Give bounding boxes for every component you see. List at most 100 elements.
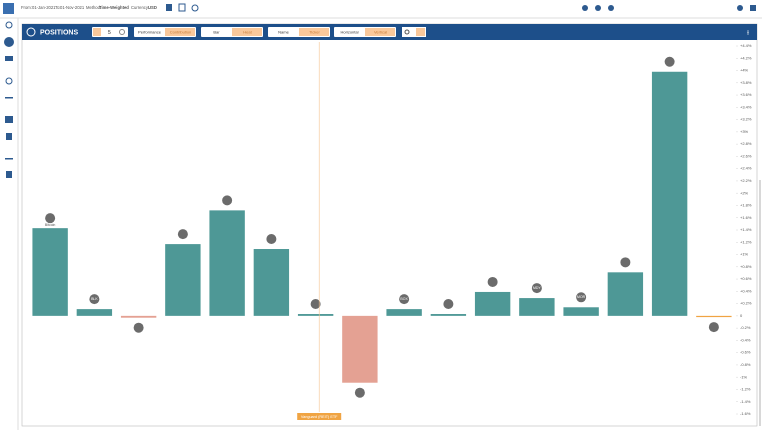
y-tick-label: +1.6% [740,215,752,220]
y-tick-label: +2.6% [740,153,752,158]
zoom-control[interactable] [402,27,426,37]
toggle-active[interactable] [232,28,262,36]
count: 5 [108,30,111,36]
position-logo[interactable] [133,322,144,333]
menu-dot[interactable] [747,33,749,35]
y-tick-label: +1.2% [740,239,752,244]
menu-dot[interactable] [747,31,749,34]
nav-icon[interactable] [6,133,12,140]
toggle-option[interactable]: Bar [213,30,220,35]
zoom-out[interactable] [416,28,425,36]
panel [21,23,758,427]
nav-icon[interactable] [5,21,13,29]
to: 01-Nov-2021 [60,5,85,10]
nav-icon[interactable] [5,158,13,160]
nav-icon[interactable] [5,56,13,61]
y-tick-label: +3.2% [740,117,752,122]
zoom-in[interactable] [404,29,410,35]
top-bar [0,0,762,18]
y-tick-label: +2.8% [740,141,752,146]
bar[interactable] [253,249,290,316]
toggle-option-active[interactable]: Ticker [309,30,320,35]
bar[interactable] [430,314,467,316]
category-label: BLK [91,297,98,301]
toggle-active[interactable] [365,28,395,36]
position-logo[interactable] [89,294,100,305]
y-tick-label: +3% [740,129,749,134]
menu-dot[interactable] [747,30,749,32]
position-logo[interactable] [664,56,675,67]
toggle-active[interactable] [165,28,195,36]
position-logo[interactable] [708,322,719,333]
position-logo[interactable] [620,257,631,268]
category-label: Bitcoin [45,223,56,227]
position-logo[interactable] [443,299,454,310]
logout-button[interactable] [750,5,756,11]
toggle-option-active[interactable]: Vertical [374,30,387,35]
category-label: MOR [577,295,586,299]
toggle-option[interactable]: Performance [138,30,162,35]
position-logo[interactable] [576,292,587,303]
y-tick-label: -0.4% [740,337,751,342]
icon-button[interactable] [595,5,601,11]
bar[interactable] [209,210,245,316]
position-logo[interactable] [487,276,498,287]
icon-button[interactable] [191,4,199,12]
icon-button[interactable] [178,3,186,12]
toggle-option-active[interactable]: Heat [243,30,252,35]
category-label: BOX [400,297,408,301]
nav-icon-active[interactable] [4,37,14,47]
position-logo[interactable] [531,283,542,294]
chart: +4.4% +4.2% +4% +3.8% +3.6% +3.4% +3.2% +3% +2.8… [32,42,752,420]
position-logo[interactable] [399,294,410,305]
bar[interactable] [519,298,555,316]
y-tick-label: +1% [740,252,749,257]
toggle-active[interactable] [299,28,329,36]
bar[interactable] [342,315,378,383]
nav-icon[interactable] [5,116,13,123]
category-label: MDY [533,286,541,290]
panel-title: POSITIONS [40,29,78,36]
bar[interactable] [474,291,511,316]
position-logo[interactable] [222,195,233,206]
icon-button[interactable] [166,4,172,11]
position-logo[interactable] [45,213,56,224]
position-logo[interactable] [310,299,321,310]
nav-icon[interactable] [5,77,13,85]
nav-icon[interactable] [6,171,12,178]
y-tick-label: +2% [740,190,749,195]
position-logo[interactable] [266,234,277,245]
bar[interactable] [165,244,201,316]
y-tick-label: +0.6% [740,276,752,281]
y-tick-label: -0.8% [740,362,751,367]
bar[interactable] [696,315,732,318]
crosshair-label: Vanguard (REIT) ETF [301,415,338,419]
icon-button[interactable] [582,5,588,11]
bar[interactable] [32,228,68,316]
user-button[interactable] [737,5,743,11]
y-tick-label: -0.6% [740,350,751,355]
bar[interactable] [563,307,599,316]
y-tick-label: -0.2% [740,325,751,330]
y-tick-label: +4% [740,68,749,73]
currency-label: Currency: [131,5,149,10]
bar[interactable] [76,309,113,316]
y-tick-label: -1.6% [740,411,751,416]
bar[interactable] [651,71,688,316]
bar[interactable] [120,315,157,318]
toggle-option[interactable]: Horizontal [340,30,358,35]
toggle-option-active[interactable]: Contribution [170,30,192,35]
decrement[interactable] [93,28,101,36]
icon-button[interactable] [608,5,614,11]
position-logo[interactable] [354,387,365,398]
toggle-option[interactable]: Name [278,30,289,35]
y-tick-label: +2.2% [740,178,752,183]
bar[interactable] [607,272,644,316]
bar[interactable] [297,314,334,316]
bar[interactable] [386,309,422,316]
y-tick-label: +3.6% [740,92,752,97]
nav-icon[interactable] [5,97,13,99]
increment[interactable] [119,29,125,35]
to-label: To: [55,5,61,10]
position-logo[interactable] [177,229,188,240]
